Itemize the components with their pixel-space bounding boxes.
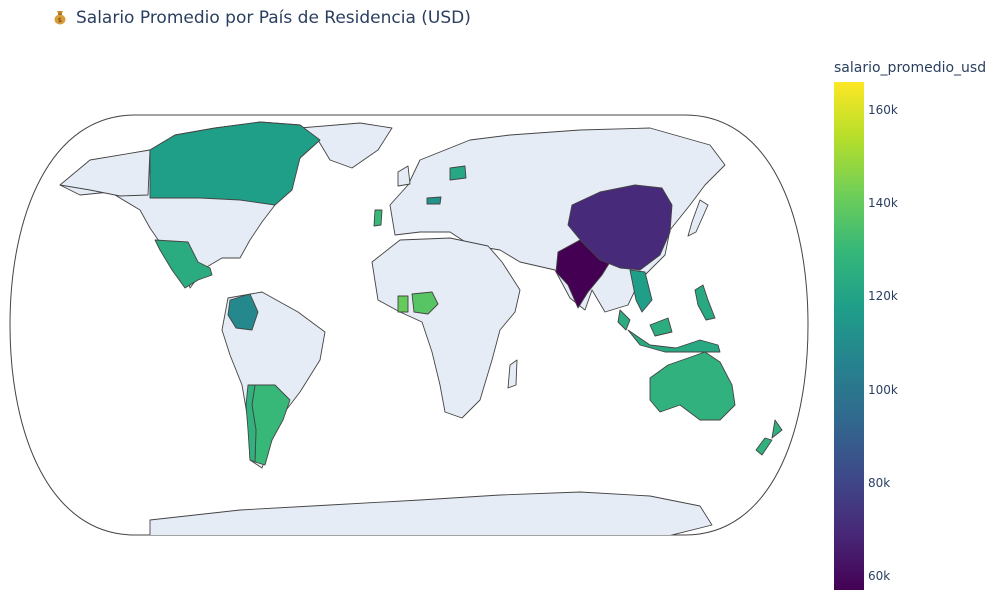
country-mexico[interactable] bbox=[154, 239, 213, 289]
country-australia[interactable] bbox=[649, 351, 736, 421]
country-canada[interactable] bbox=[149, 121, 321, 206]
country-nigeria[interactable] bbox=[411, 291, 439, 315]
colorbar bbox=[834, 82, 864, 590]
country-austria[interactable] bbox=[426, 196, 442, 205]
chart-title: $ Salario Promedio por País de Residenci… bbox=[52, 8, 471, 28]
country-chile[interactable] bbox=[245, 384, 257, 463]
land-africa[interactable] bbox=[371, 237, 521, 419]
land-antarctica[interactable] bbox=[149, 491, 713, 540]
land-alaska[interactable] bbox=[59, 149, 151, 197]
land-madagascar[interactable] bbox=[507, 359, 518, 389]
colorbar-tick-label: 60k bbox=[868, 569, 891, 584]
country-philippines[interactable] bbox=[694, 284, 716, 321]
colorbar-tick-label: 160k bbox=[868, 102, 898, 117]
land-uk[interactable] bbox=[397, 165, 411, 187]
colorbar-tick-label: 100k bbox=[868, 382, 898, 397]
country-china[interactable] bbox=[567, 184, 673, 271]
country-colombia[interactable] bbox=[227, 293, 259, 331]
land-greenland[interactable] bbox=[299, 122, 393, 169]
country-malaysia[interactable] bbox=[617, 309, 673, 337]
money-bag-icon: $ bbox=[54, 11, 66, 25]
svg-text:$: $ bbox=[58, 16, 62, 24]
country-new-zealand[interactable] bbox=[755, 419, 783, 456]
colorbar-tick-label: 140k bbox=[868, 196, 898, 211]
country-indonesia[interactable] bbox=[627, 329, 721, 353]
country-ghana[interactable] bbox=[397, 295, 409, 313]
country-belarus[interactable] bbox=[449, 165, 467, 181]
chart-title-text: Salario Promedio por País de Residencia … bbox=[76, 8, 471, 28]
land-japan[interactable] bbox=[687, 199, 709, 237]
country-portugal[interactable] bbox=[373, 209, 383, 227]
colorbar-tick-label: 120k bbox=[868, 289, 898, 304]
colorbar-tick-label: 80k bbox=[868, 475, 891, 490]
colorbar-title: salario_promedio_usd bbox=[834, 60, 987, 76]
country-vietnam[interactable] bbox=[629, 269, 653, 313]
